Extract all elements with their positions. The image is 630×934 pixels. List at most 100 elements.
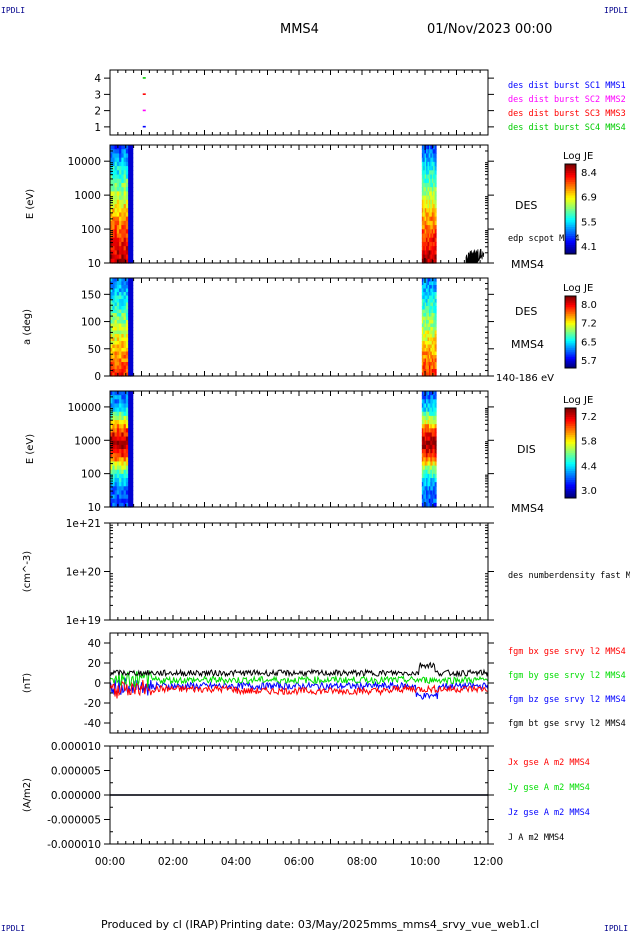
des-pitch-panel-cell: [128, 302, 132, 307]
fgm-panel-ytick-label: 0: [94, 678, 101, 690]
dis-energy-panel-cell: [426, 498, 429, 504]
dis-energy-panel-cell: [121, 494, 125, 500]
des-energy-panel-cell: [114, 195, 118, 201]
time-axis-tick-label: 08:00: [347, 856, 377, 868]
des-pitch-panel-cell: [424, 320, 427, 325]
dis-energy-panel-cell: [423, 498, 426, 504]
dis-energy-panel-cell: [125, 428, 129, 434]
des-pitch-panel-cell: [421, 323, 424, 328]
des-energy-panel-cell: [121, 145, 125, 150]
des-pitch-panel-cell: [428, 278, 431, 283]
des-energy-panel-cell: [434, 174, 437, 180]
des-energy-panel-colorbar-swatch: [565, 213, 576, 217]
des-pitch-panel-cell: [434, 302, 437, 307]
des-energy-panel-cell: [114, 254, 118, 260]
des-energy-panel-cell: [426, 212, 429, 218]
dis-energy-panel-cell: [116, 420, 120, 425]
dis-energy-panel-cell: [119, 478, 122, 483]
des-pitch-panel-cell: [130, 362, 134, 367]
dis-energy-panel-cell: [125, 478, 129, 483]
des-pitch-panel-cell: [112, 327, 116, 332]
des-pitch-panel-spacecraft-label: MMS4: [511, 338, 544, 351]
des-pitch-panel-colorbar-tick-label: 8.0: [581, 300, 597, 311]
des-energy-panel-cell: [114, 149, 118, 155]
dis-energy-panel-cell: [114, 395, 118, 400]
burst-panel-legend-sc1: des dist burst SC1 MMS1: [508, 81, 626, 91]
des-energy-panel-colorbar-swatch: [565, 168, 576, 172]
des-energy-panel-cell: [112, 195, 116, 201]
dis-energy-panel-cell: [421, 415, 424, 421]
dis-energy-panel-cell: [431, 411, 434, 417]
des-energy-panel-cell: [116, 178, 120, 184]
des-pitch-panel-cell: [430, 306, 433, 311]
dis-energy-panel-cell: [424, 395, 427, 400]
des-pitch-panel-cell: [428, 372, 431, 377]
dis-energy-panel-cell: [121, 444, 125, 450]
des-energy-panel-cell: [428, 174, 431, 180]
des-energy-panel-ytick-label: 10000: [68, 156, 101, 168]
burst-panel-mark: [142, 93, 146, 95]
des-pitch-panel-cell: [110, 278, 113, 283]
dis-energy-panel-cell: [421, 490, 424, 496]
des-energy-panel-cell: [434, 229, 437, 235]
des-pitch-panel-cell: [128, 355, 132, 360]
dis-energy-panel-cell: [421, 498, 424, 504]
des-energy-panel-cell: [423, 178, 426, 184]
des-energy-panel-cell: [121, 161, 125, 167]
des-pitch-panel-cell: [427, 372, 430, 377]
dis-energy-panel-cell: [434, 469, 437, 475]
des-energy-panel-cell: [123, 149, 127, 155]
des-energy-panel-cell: [110, 157, 113, 163]
dis-energy-panel-cell: [421, 465, 424, 471]
fgm-panel-legend-bt: fgm bt gse srvy l2 MMS4: [508, 719, 626, 729]
des-energy-panel-colorbar-swatch: [565, 193, 576, 196]
des-energy-panel-cell: [426, 153, 429, 159]
des-pitch-panel-cell: [114, 309, 118, 314]
dis-energy-panel-cell: [114, 482, 118, 487]
des-pitch-panel-cell: [123, 369, 127, 374]
des-pitch-panel-cell: [119, 309, 122, 314]
des-pitch-panel-cell: [427, 295, 430, 300]
des-energy-panel-cell: [431, 161, 434, 167]
des-energy-panel-cell: [123, 161, 127, 167]
dis-energy-panel-cell: [112, 482, 116, 487]
des-energy-panel-cell: [128, 229, 132, 235]
dis-energy-panel-cell: [421, 486, 424, 492]
des-energy-panel-cell: [110, 170, 113, 176]
des-energy-panel-cell: [433, 174, 436, 180]
dis-energy-panel-cell: [123, 440, 127, 446]
des-pitch-panel-cell: [434, 344, 437, 349]
des-energy-panel-cell: [430, 149, 433, 155]
dis-energy-panel-cell: [423, 453, 426, 458]
des-pitch-panel-cell: [433, 341, 436, 346]
dis-energy-panel-cell: [128, 403, 132, 409]
des-energy-panel-cell: [130, 246, 134, 251]
dis-energy-panel-cell: [431, 461, 434, 467]
des-pitch-panel-cell: [430, 309, 433, 314]
des-energy-panel-cell: [128, 225, 132, 230]
density-panel-ytick-label: 1e+19: [66, 615, 101, 627]
des-energy-panel-cell: [114, 229, 118, 235]
des-energy-panel-cell: [119, 246, 122, 251]
dis-energy-panel-colorbar-swatch: [565, 473, 576, 476]
des-pitch-panel-cell: [431, 320, 434, 325]
des-pitch-panel-cell: [125, 299, 129, 304]
des-pitch-panel-cell: [130, 292, 134, 297]
des-pitch-panel-colorbar-swatch: [565, 355, 576, 358]
des-pitch-panel-cell: [423, 320, 426, 325]
des-energy-panel-cell: [114, 191, 118, 197]
des-pitch-panel-cell: [423, 316, 426, 321]
des-pitch-panel-cell: [427, 299, 430, 304]
des-pitch-panel-cell: [114, 306, 118, 311]
dis-energy-panel-cell: [430, 482, 433, 487]
dis-energy-panel-colorbar-swatch: [565, 448, 576, 452]
des-pitch-panel-cell: [114, 320, 118, 325]
des-pitch-panel-cell: [112, 372, 116, 377]
dis-energy-panel-cell: [434, 395, 437, 400]
des-pitch-panel-cell: [116, 358, 120, 363]
dis-energy-panel-cell: [125, 415, 129, 421]
des-energy-panel-cell: [430, 153, 433, 159]
des-pitch-panel-cell: [434, 341, 437, 346]
des-pitch-panel-species-label: DES: [515, 305, 537, 318]
des-energy-panel-cell: [121, 220, 125, 226]
